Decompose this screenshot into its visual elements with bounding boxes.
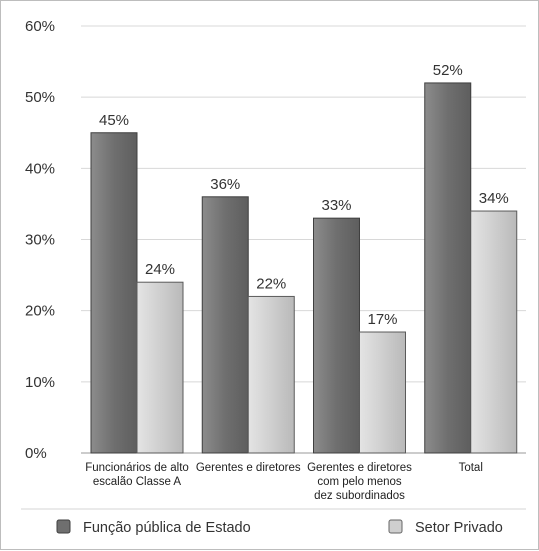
data-labels: 45% 24% 36% 22% 33% 17% 52% 34%: [99, 62, 509, 328]
bar-setor-privado: [470, 210, 518, 454]
x-category-label: Total: [459, 462, 483, 474]
legend-label: Setor Privado: [415, 520, 503, 536]
y-tick-label: 40%: [25, 160, 55, 177]
bar-value-label: 17%: [367, 311, 397, 328]
x-axis-labels: Funcionários de alto escalão Classe A Gere…: [85, 462, 483, 502]
bar-value-label: 52%: [433, 62, 463, 79]
bar-funcao-publica: [90, 132, 138, 454]
bar-value-label: 22%: [256, 275, 286, 292]
bar-value-label: 33%: [321, 197, 351, 214]
legend: Função pública de Estado Setor Privado: [21, 508, 526, 536]
y-tick-label: 20%: [25, 303, 55, 320]
bar-setor-privado: [359, 331, 406, 454]
y-tick-label: 50%: [25, 89, 55, 106]
legend-swatch: [388, 519, 403, 534]
y-tick-label: 10%: [25, 374, 55, 391]
bar-value-label: 24%: [145, 261, 175, 278]
x-category-label: Funcionários de alto escalão Classe A: [85, 462, 189, 488]
bar-value-label: 34%: [479, 190, 509, 207]
bar-funcao-publica: [201, 196, 249, 454]
y-tick-label: 30%: [25, 232, 55, 249]
legend-swatch: [56, 519, 71, 534]
y-tick-label: 0%: [25, 445, 47, 462]
bar-setor-privado: [247, 295, 295, 454]
legend-label: Função pública de Estado: [83, 520, 251, 536]
bar-setor-privado: [136, 281, 184, 454]
bars: [90, 82, 518, 454]
bar-value-label: 36%: [210, 176, 240, 193]
x-category-label: Gerentes e diretores: [196, 462, 301, 474]
bar-value-label: 45%: [99, 112, 129, 129]
bar-funcao-publica: [424, 82, 472, 454]
bar-funcao-publica: [313, 217, 360, 454]
x-category-label: Gerentes e diretores com pelo menos dez su…: [307, 462, 412, 502]
y-tick-label: 60%: [25, 18, 55, 35]
y-axis: 0% 10% 20% 30% 40% 50% 60%: [25, 18, 55, 462]
